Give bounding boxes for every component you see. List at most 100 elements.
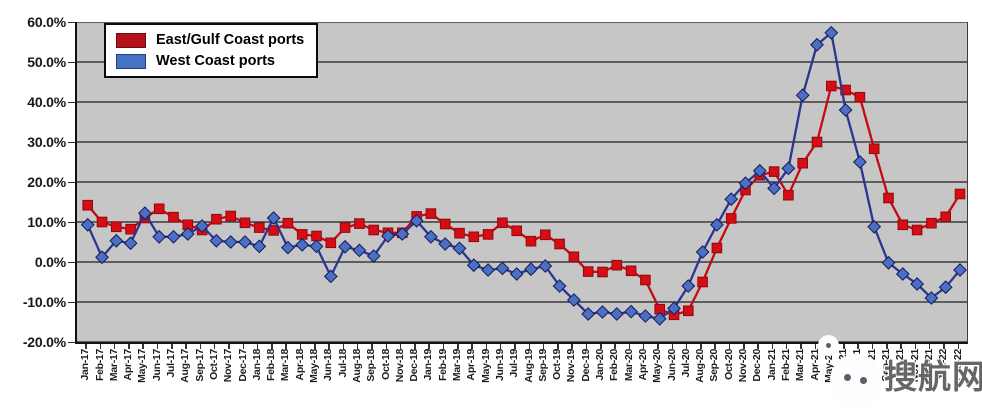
data-point <box>481 263 496 277</box>
x-axis-label: Apr-20 <box>636 349 649 381</box>
x-axis-label: Jun-20 <box>665 349 678 382</box>
watermark-logo-icon <box>830 354 882 406</box>
data-point <box>767 181 782 196</box>
x-axis-label: Mar-18 <box>279 349 292 382</box>
x-axis-tick <box>585 344 588 349</box>
x-axis-label: Aug-18 <box>350 349 363 383</box>
data-point <box>252 239 267 254</box>
x-axis-tick <box>199 344 202 349</box>
data-point <box>524 262 538 277</box>
data-point <box>82 199 94 211</box>
x-axis-tick <box>414 344 416 349</box>
data-point <box>595 305 610 319</box>
data-point <box>338 239 353 254</box>
data-point <box>296 229 308 240</box>
data-point <box>280 240 295 255</box>
x-axis-tick <box>700 344 702 349</box>
data-point <box>482 229 494 240</box>
x-axis-tick <box>499 344 502 349</box>
data-point <box>938 280 953 295</box>
x-axis-tick <box>871 344 874 349</box>
x-axis-tick <box>843 344 845 349</box>
y-axis-tick <box>68 141 75 143</box>
data-point <box>223 235 238 249</box>
x-axis-tick <box>171 344 173 349</box>
data-point <box>867 219 882 234</box>
data-point <box>624 304 639 319</box>
x-axis-tick <box>814 344 816 349</box>
x-axis-label: Mar-21 <box>794 349 807 382</box>
x-axis-label: Apr-17 <box>122 349 135 381</box>
data-point <box>795 88 810 103</box>
data-point <box>225 210 236 222</box>
data-point <box>454 227 465 239</box>
x-axis-label: Dec-20 <box>751 349 764 382</box>
data-point <box>96 216 108 228</box>
x-axis-label: May-19 <box>479 349 492 383</box>
data-point <box>352 243 367 258</box>
data-point <box>566 293 581 307</box>
data-point <box>924 291 939 305</box>
data-point <box>697 276 708 288</box>
data-point <box>153 203 165 215</box>
x-axis-label: Nov-19 <box>565 349 578 383</box>
x-axis-tick <box>571 344 573 349</box>
data-point <box>452 241 467 256</box>
plot-area <box>75 22 968 344</box>
x-axis-tick <box>128 344 130 349</box>
x-axis-label: Nov-17 <box>222 349 235 383</box>
data-point <box>538 259 553 273</box>
data-point <box>681 279 696 293</box>
x-axis-tick <box>900 344 902 349</box>
data-point <box>395 227 410 241</box>
x-axis-tick <box>285 344 287 349</box>
data-point <box>695 245 710 259</box>
x-axis-label: Apr-19 <box>465 349 478 381</box>
y-axis-tick <box>68 21 75 23</box>
x-axis-tick <box>142 344 144 349</box>
y-axis-label: 60.0% <box>27 14 66 30</box>
x-axis-label: Feb-17 <box>93 349 106 382</box>
data-point <box>323 269 338 284</box>
x-axis-label: Jul-20 <box>679 349 692 378</box>
y-axis-tick <box>68 181 75 183</box>
data-point <box>209 233 224 248</box>
x-axis-tick <box>928 344 931 349</box>
x-axis-label: Dec-19 <box>579 349 592 382</box>
x-axis-tick <box>442 344 445 349</box>
data-point <box>738 176 753 191</box>
x-axis-tick <box>642 344 645 349</box>
data-point <box>911 224 923 236</box>
data-point <box>868 143 880 155</box>
x-axis-tick <box>714 344 716 349</box>
x-axis-tick <box>185 344 187 349</box>
x-axis-label: Feb-18 <box>265 349 278 382</box>
x-axis-tick <box>800 344 802 349</box>
data-point <box>811 136 823 148</box>
data-point <box>125 223 136 235</box>
x-axis-label: Sep-20 <box>708 349 721 382</box>
x-axis-tick <box>728 344 731 349</box>
data-point <box>266 211 281 225</box>
data-point <box>768 166 780 177</box>
x-axis-tick <box>557 344 559 349</box>
x-axis-label: Aug-20 <box>694 349 707 383</box>
data-point <box>311 230 322 242</box>
watermark: 搜航网 <box>818 335 982 410</box>
data-point <box>797 157 809 169</box>
x-axis-label: Jan-18 <box>250 349 263 381</box>
data-point <box>425 208 437 219</box>
data-point <box>509 267 524 281</box>
x-axis-label: Aug-17 <box>179 349 192 383</box>
x-axis-label: Jul-18 <box>336 349 349 378</box>
x-axis-tick <box>428 344 430 349</box>
data-point <box>638 309 653 323</box>
data-point <box>954 188 966 200</box>
data-point <box>683 305 694 317</box>
west-coast-series-swatch <box>116 53 146 69</box>
data-point <box>109 233 124 248</box>
x-axis-label: May-18 <box>308 349 320 383</box>
x-axis-tick <box>671 344 673 349</box>
data-point <box>540 229 551 241</box>
